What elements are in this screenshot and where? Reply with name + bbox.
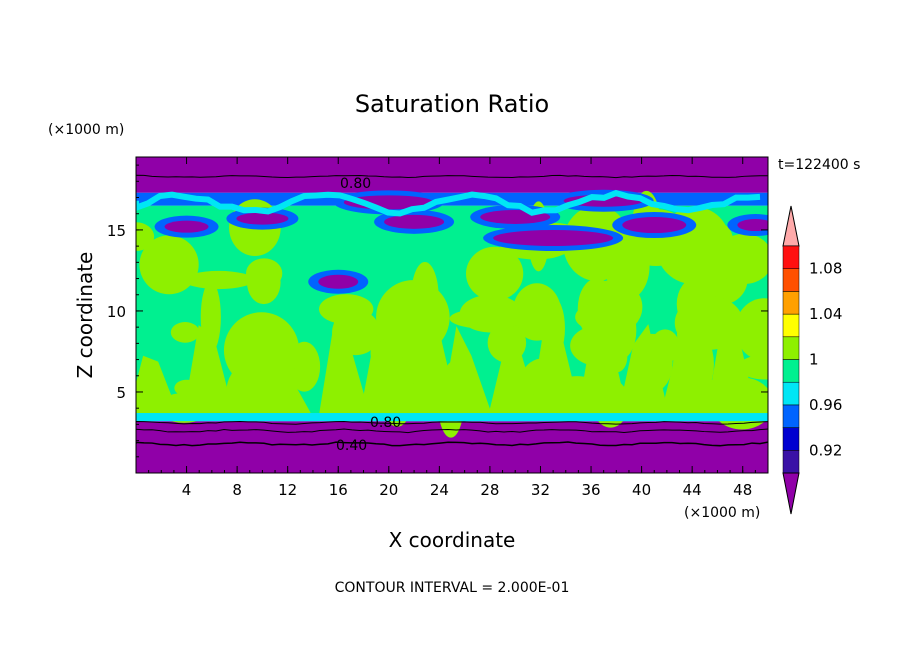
feature-patch <box>164 220 209 233</box>
feature-patch <box>384 214 445 229</box>
feature-patch <box>493 230 614 247</box>
x-axis: 4 8 12 16 20 24 28 32 36 40 44 48 <box>148 157 756 499</box>
colorbar-label: 0.96 <box>809 396 842 414</box>
x-unit-label: (×1000 m) <box>684 505 760 521</box>
feature-plume <box>488 345 539 414</box>
x-tick-label: 8 <box>232 481 242 499</box>
contour-label-low: 0.40 <box>336 438 367 454</box>
colorbar-arrow-top <box>782 205 800 247</box>
feature-patch <box>622 217 687 234</box>
x-tick-label: 48 <box>733 481 752 499</box>
feature-plume <box>360 333 411 414</box>
field-band-4 <box>136 157 768 193</box>
feature-plume <box>260 320 311 414</box>
saturation-field <box>136 157 768 473</box>
x-tick-label: 12 <box>278 481 297 499</box>
colorbar-swatch <box>782 427 800 451</box>
y-tick-label: 10 <box>107 303 126 321</box>
feature-blob <box>139 235 199 295</box>
contour-line <box>136 441 768 447</box>
feature-patch <box>737 219 768 232</box>
y-axis-title: Z coordinate <box>73 252 97 379</box>
feature-plume <box>618 324 669 414</box>
contour-label-top: 0.80 <box>340 176 371 192</box>
colorbar-swatch <box>782 268 800 292</box>
x-tick-label: 20 <box>379 481 398 499</box>
time-label: t=122400 s <box>778 157 860 173</box>
y-tick-label: 5 <box>116 384 126 402</box>
colorbar-arrow-bottom <box>782 472 800 515</box>
feature-plume <box>530 315 581 414</box>
contour-label-mid: 0.80 <box>370 415 401 431</box>
colorbar-swatch <box>782 404 800 428</box>
feature-plume <box>706 325 757 414</box>
feature-plume <box>661 353 712 414</box>
feature-edge <box>136 189 761 217</box>
feature-blob <box>449 308 526 329</box>
feature-blob <box>170 322 200 343</box>
x-tick-label: 32 <box>531 481 550 499</box>
chart-title: Saturation Ratio <box>355 90 549 118</box>
z-unit-label: (×1000 m) <box>48 122 124 138</box>
contour-line <box>136 420 768 425</box>
colorbar-label: 1 <box>809 351 819 369</box>
feature-blob <box>715 233 768 285</box>
feature-plume <box>183 325 234 414</box>
feature-plume <box>577 326 628 414</box>
colorbar-swatch <box>782 313 800 338</box>
colorbar-swatch <box>782 336 800 360</box>
feature-patch <box>318 274 359 289</box>
x-tick-label: 40 <box>632 481 651 499</box>
feature-plume <box>319 320 370 414</box>
feature-plume <box>441 326 492 414</box>
colorbar-label: 1.04 <box>809 305 842 323</box>
x-tick-label: 36 <box>581 481 600 499</box>
colorbar-swatch <box>782 359 800 383</box>
colorbar: 0.92 0.96 1 1.04 1.08 <box>782 205 842 515</box>
y-axis: 5 10 15 <box>107 164 768 458</box>
feature-blob <box>650 329 680 364</box>
x-tick-label: 44 <box>683 481 702 499</box>
feature-blob <box>183 270 254 290</box>
x-tick-label: 4 <box>182 481 192 499</box>
x-tick-label: 16 <box>329 481 348 499</box>
y-tick-label: 15 <box>107 222 126 240</box>
colorbar-swatch <box>782 450 800 474</box>
x-tick-label: 24 <box>430 481 449 499</box>
contour-line <box>136 174 768 179</box>
feature-blob <box>735 298 768 361</box>
x-axis-title: X coordinate <box>389 528 516 552</box>
colorbar-swatch <box>782 291 800 315</box>
colorbar-swatch <box>782 381 800 406</box>
feature-blob <box>246 260 281 305</box>
colorbar-label: 1.08 <box>809 260 842 278</box>
colorbar-swatch <box>782 245 800 269</box>
x-tick-label: 28 <box>480 481 499 499</box>
contour-interval-note: CONTOUR INTERVAL = 2.000E-01 <box>335 580 570 596</box>
feature-plume <box>136 355 179 414</box>
contour-line <box>136 428 768 434</box>
feature-patch <box>236 212 289 225</box>
feature-strip <box>136 413 768 422</box>
colorbar-label: 0.92 <box>809 441 842 459</box>
feature-blob <box>676 277 717 331</box>
feature-blob <box>465 246 524 301</box>
